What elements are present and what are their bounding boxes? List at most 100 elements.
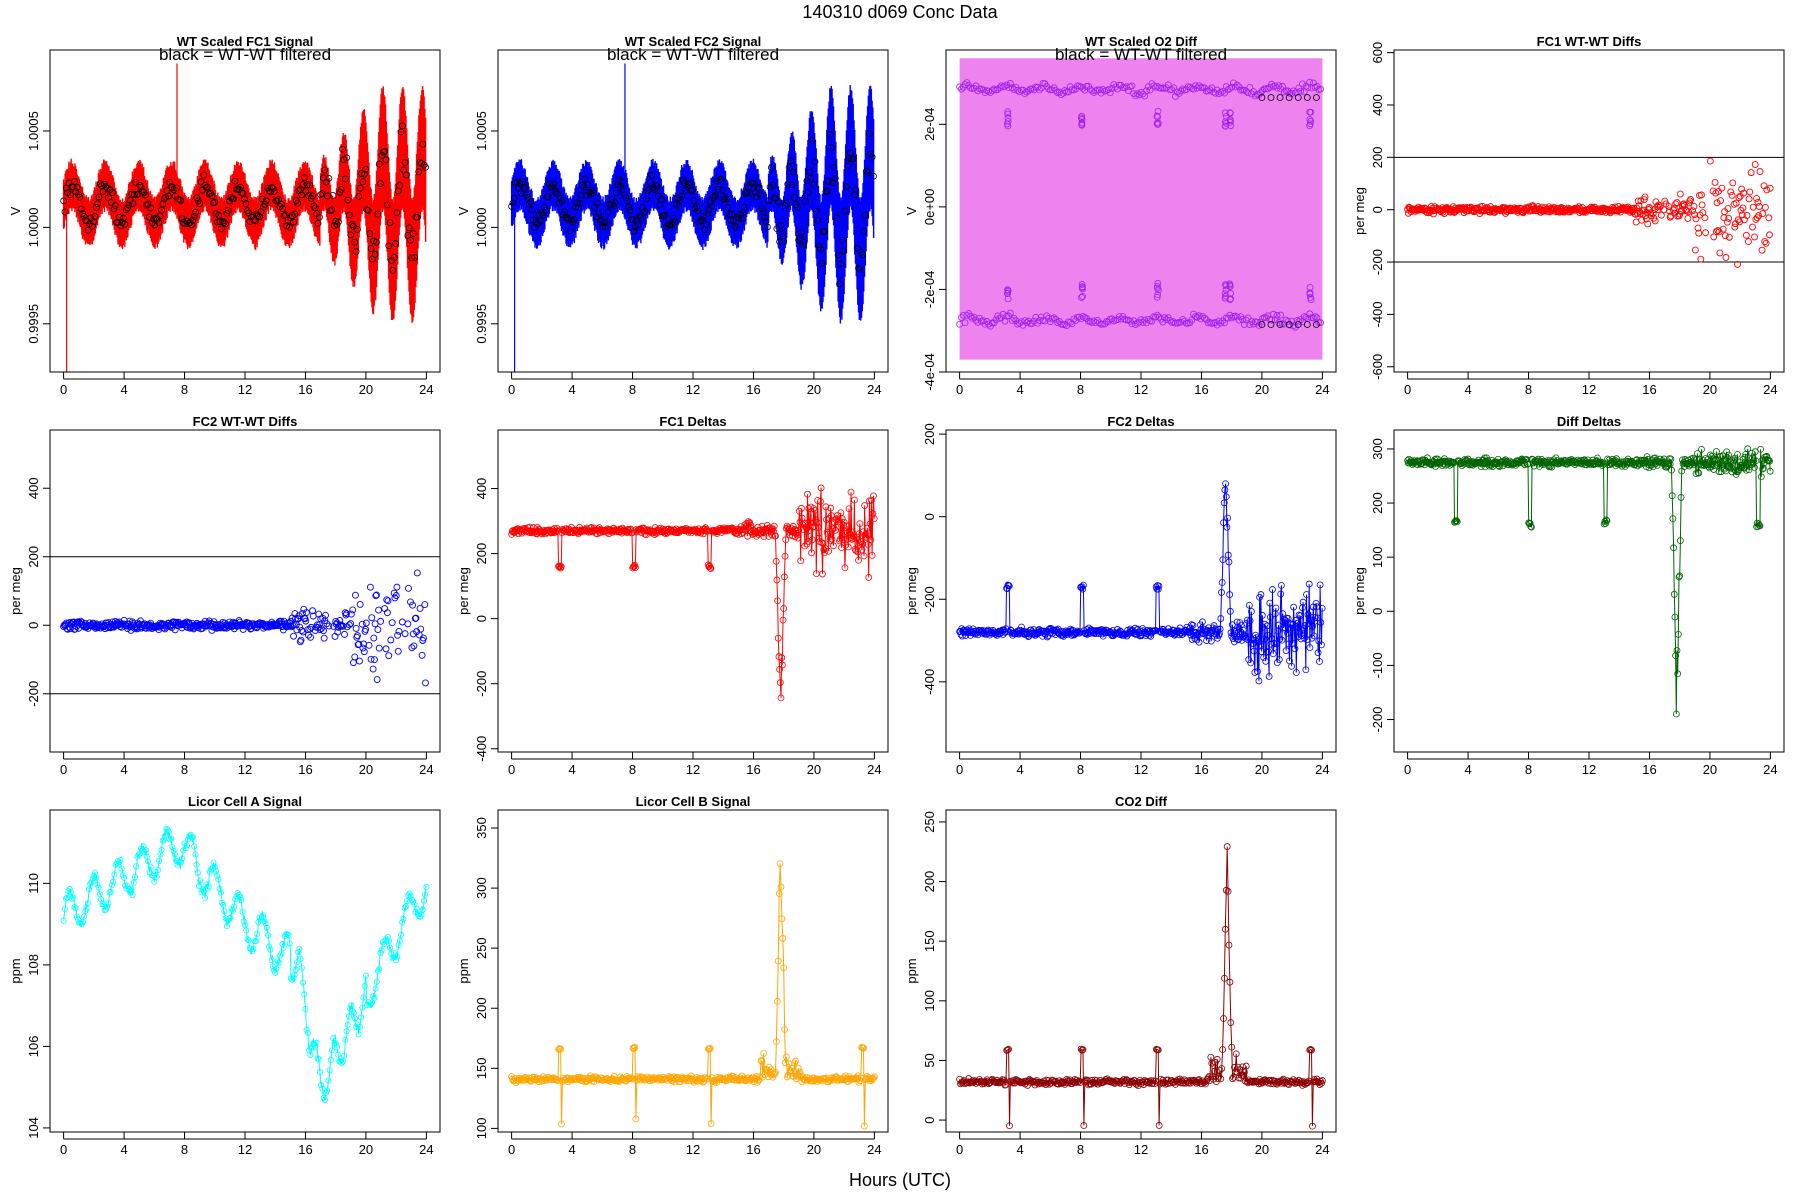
chart-licora: Licor Cell A Signal 0 4 8 12 16 20 24 104 106 108 1…	[8, 794, 441, 1157]
filtered-point	[740, 203, 748, 211]
filtered-point	[603, 218, 611, 226]
filtered-point	[324, 192, 331, 200]
data-point	[1518, 455, 1526, 463]
data-point	[1079, 585, 1087, 593]
y-tick-label: 200	[26, 546, 41, 568]
chart-title: Licor Cell A Signal	[188, 794, 302, 809]
data-point	[841, 564, 849, 572]
data-point	[130, 879, 137, 886]
data-point	[1603, 517, 1611, 525]
plot-frame	[49, 429, 441, 753]
data-point	[814, 523, 822, 531]
data-point	[1309, 79, 1317, 87]
data-point	[1690, 202, 1698, 210]
data-point	[1273, 311, 1281, 319]
x-tick-label: 8	[1525, 382, 1532, 397]
data-point	[110, 878, 117, 885]
data-point	[237, 893, 244, 900]
filtered-point	[358, 170, 365, 177]
data-point	[1123, 83, 1130, 91]
data-point	[1303, 636, 1311, 644]
y-tick-label: 0	[1370, 608, 1385, 615]
data-point	[972, 316, 980, 324]
filtered-point	[861, 211, 869, 219]
y-tick-label: -200	[26, 681, 41, 707]
data-point	[1264, 85, 1272, 93]
data-point	[967, 312, 974, 320]
data-point	[373, 676, 381, 683]
filtered-point	[155, 219, 163, 227]
data-point	[1170, 84, 1178, 92]
y-axis-label: V	[904, 206, 919, 215]
data-point	[88, 879, 95, 886]
data-point	[1222, 493, 1230, 501]
filtered-point	[604, 208, 612, 216]
filtered-point	[788, 181, 796, 189]
data-point	[1302, 314, 1310, 321]
data-point	[416, 605, 424, 612]
data-point	[1097, 89, 1105, 97]
filtered-point	[724, 203, 732, 211]
x-tick-label: 4	[1464, 382, 1471, 397]
data-point	[220, 901, 227, 908]
y-tick-label: 0e+00	[922, 189, 937, 226]
data-point	[1671, 613, 1679, 621]
data-point	[196, 882, 203, 889]
data-point	[226, 915, 233, 922]
x-tick-label: 12	[1134, 762, 1148, 777]
x-tick-label: 24	[419, 1142, 433, 1157]
data-point	[1193, 313, 1201, 321]
data-point	[221, 908, 228, 915]
filtered-point	[851, 191, 858, 199]
data-point	[93, 874, 100, 881]
data-point	[1755, 520, 1763, 528]
filtered-point	[830, 163, 838, 171]
data-point	[1756, 168, 1764, 175]
data-point	[1496, 463, 1503, 470]
filtered-point	[360, 170, 368, 178]
x-tick-label: 4	[120, 1142, 127, 1157]
y-axis-label: ppm	[8, 958, 23, 983]
data-point	[1155, 313, 1163, 321]
data-point	[1260, 635, 1268, 643]
data-point	[1016, 319, 1023, 327]
filtered-point	[159, 200, 167, 208]
filtered-point	[812, 207, 820, 215]
filtered-point	[670, 214, 677, 222]
data-point	[1161, 85, 1168, 93]
data-point	[1244, 314, 1252, 322]
x-tick-label: 16	[746, 762, 760, 777]
filtered-point	[125, 201, 133, 209]
filtered-point	[408, 254, 416, 262]
data-point	[987, 89, 994, 96]
filtered-point	[382, 156, 390, 164]
data-point	[1657, 211, 1665, 219]
data-point	[1453, 517, 1460, 525]
filtered-point	[602, 223, 609, 231]
data-point	[1721, 457, 1729, 465]
y-tick-label: 200	[474, 543, 489, 565]
data-point	[1317, 85, 1324, 93]
plot-area	[956, 480, 1326, 685]
data-point	[1295, 611, 1303, 619]
data-point	[1460, 209, 1468, 217]
data-point	[1276, 635, 1284, 643]
data-point	[133, 863, 140, 870]
chart-title: FC1 Deltas	[659, 414, 726, 429]
data-point	[839, 535, 847, 543]
data-point	[1070, 86, 1078, 94]
data-point	[821, 549, 828, 557]
data-point	[1712, 228, 1720, 236]
data-point	[1154, 121, 1162, 128]
data-point	[833, 515, 841, 523]
data-point	[1709, 455, 1717, 463]
data-point	[781, 552, 789, 560]
filtered-point	[712, 193, 720, 201]
filtered-point	[379, 148, 387, 156]
filtered-point	[115, 213, 123, 221]
data-point	[971, 630, 979, 638]
x-tick-label: 24	[419, 762, 433, 777]
filtered-point	[211, 198, 219, 206]
data-point	[1226, 115, 1234, 123]
